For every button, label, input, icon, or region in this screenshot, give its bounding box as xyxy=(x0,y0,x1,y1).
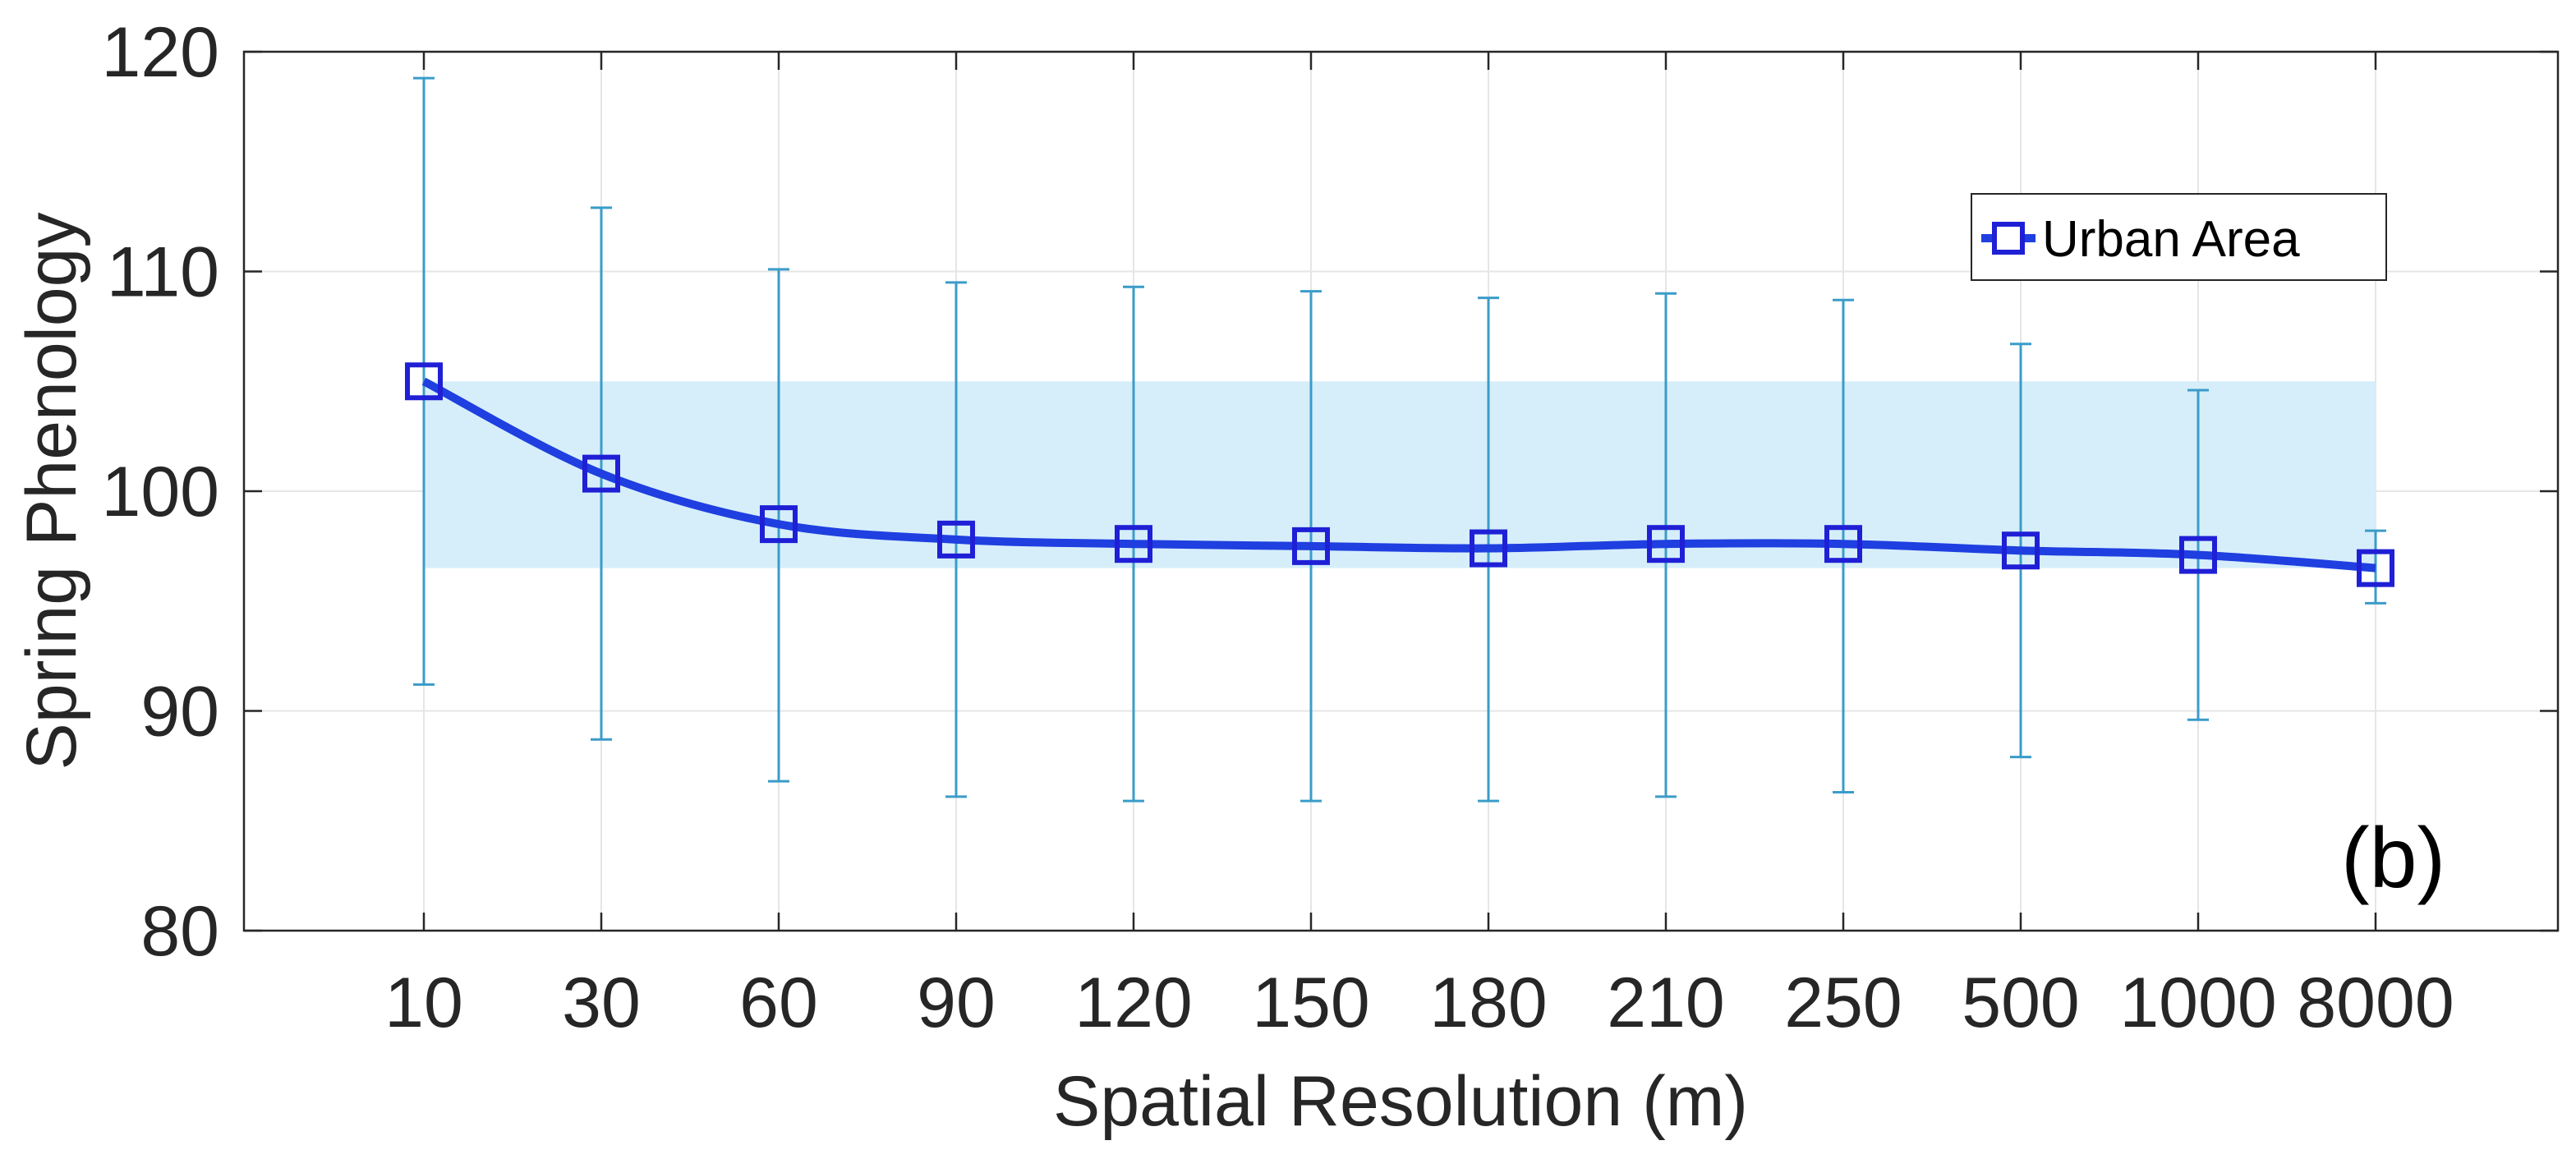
x-tick-label-10: 10 xyxy=(384,964,463,1042)
x-tick-label-210: 210 xyxy=(1607,964,1725,1042)
data-point-120 xyxy=(1115,525,1152,563)
data-point-30 xyxy=(582,454,620,493)
x-tick-label-90: 90 xyxy=(917,964,996,1042)
x-tick-label-30: 30 xyxy=(562,964,641,1042)
mean-range-band xyxy=(424,381,2376,568)
data-point-1000 xyxy=(2179,536,2217,574)
x-tick-label-1000: 1000 xyxy=(2119,964,2276,1042)
data-markers xyxy=(405,362,2394,587)
y-tick-label-120: 120 xyxy=(102,13,220,92)
x-tick-label-250: 250 xyxy=(1784,964,1902,1042)
data-point-250 xyxy=(1824,525,1862,563)
y-tick-label-100: 100 xyxy=(102,453,220,531)
data-point-90 xyxy=(937,520,975,559)
panel-label: (b) xyxy=(2341,811,2445,906)
y-axis-ticks: 80 90 100 110 120 xyxy=(102,13,2558,971)
x-tick-label-500: 500 xyxy=(1962,964,2080,1042)
y-tick-label-110: 110 xyxy=(107,233,219,312)
data-point-210 xyxy=(1647,525,1685,563)
data-point-10 xyxy=(405,362,443,401)
legend: Urban Area xyxy=(1971,193,2387,281)
x-tick-label-8000: 8000 xyxy=(2297,964,2454,1042)
legend-entry-urban-area: Urban Area xyxy=(2042,211,2300,268)
x-tick-label-120: 120 xyxy=(1074,964,1193,1042)
x-axis-label: Spatial Resolution (m) xyxy=(1053,1062,1748,1141)
legend-box xyxy=(1971,193,2387,281)
x-tick-label-150: 150 xyxy=(1252,964,1370,1042)
y-tick-label-90: 90 xyxy=(140,673,219,752)
legend-marker-sample xyxy=(1992,222,2025,255)
y-axis-label: Spring Phenology xyxy=(12,213,91,770)
x-tick-label-60: 60 xyxy=(739,964,818,1042)
data-point-8000 xyxy=(2357,549,2394,587)
data-point-150 xyxy=(1292,527,1330,565)
y-tick-label-80: 80 xyxy=(140,892,219,971)
data-point-500 xyxy=(2002,531,2040,570)
x-tick-label-180: 180 xyxy=(1429,964,1548,1042)
x-axis-ticks: 10 30 60 90 120 150 180 210 250 500 1000 8000 xyxy=(384,52,2454,1042)
data-point-60 xyxy=(760,505,798,544)
data-point-180 xyxy=(1470,529,1507,568)
